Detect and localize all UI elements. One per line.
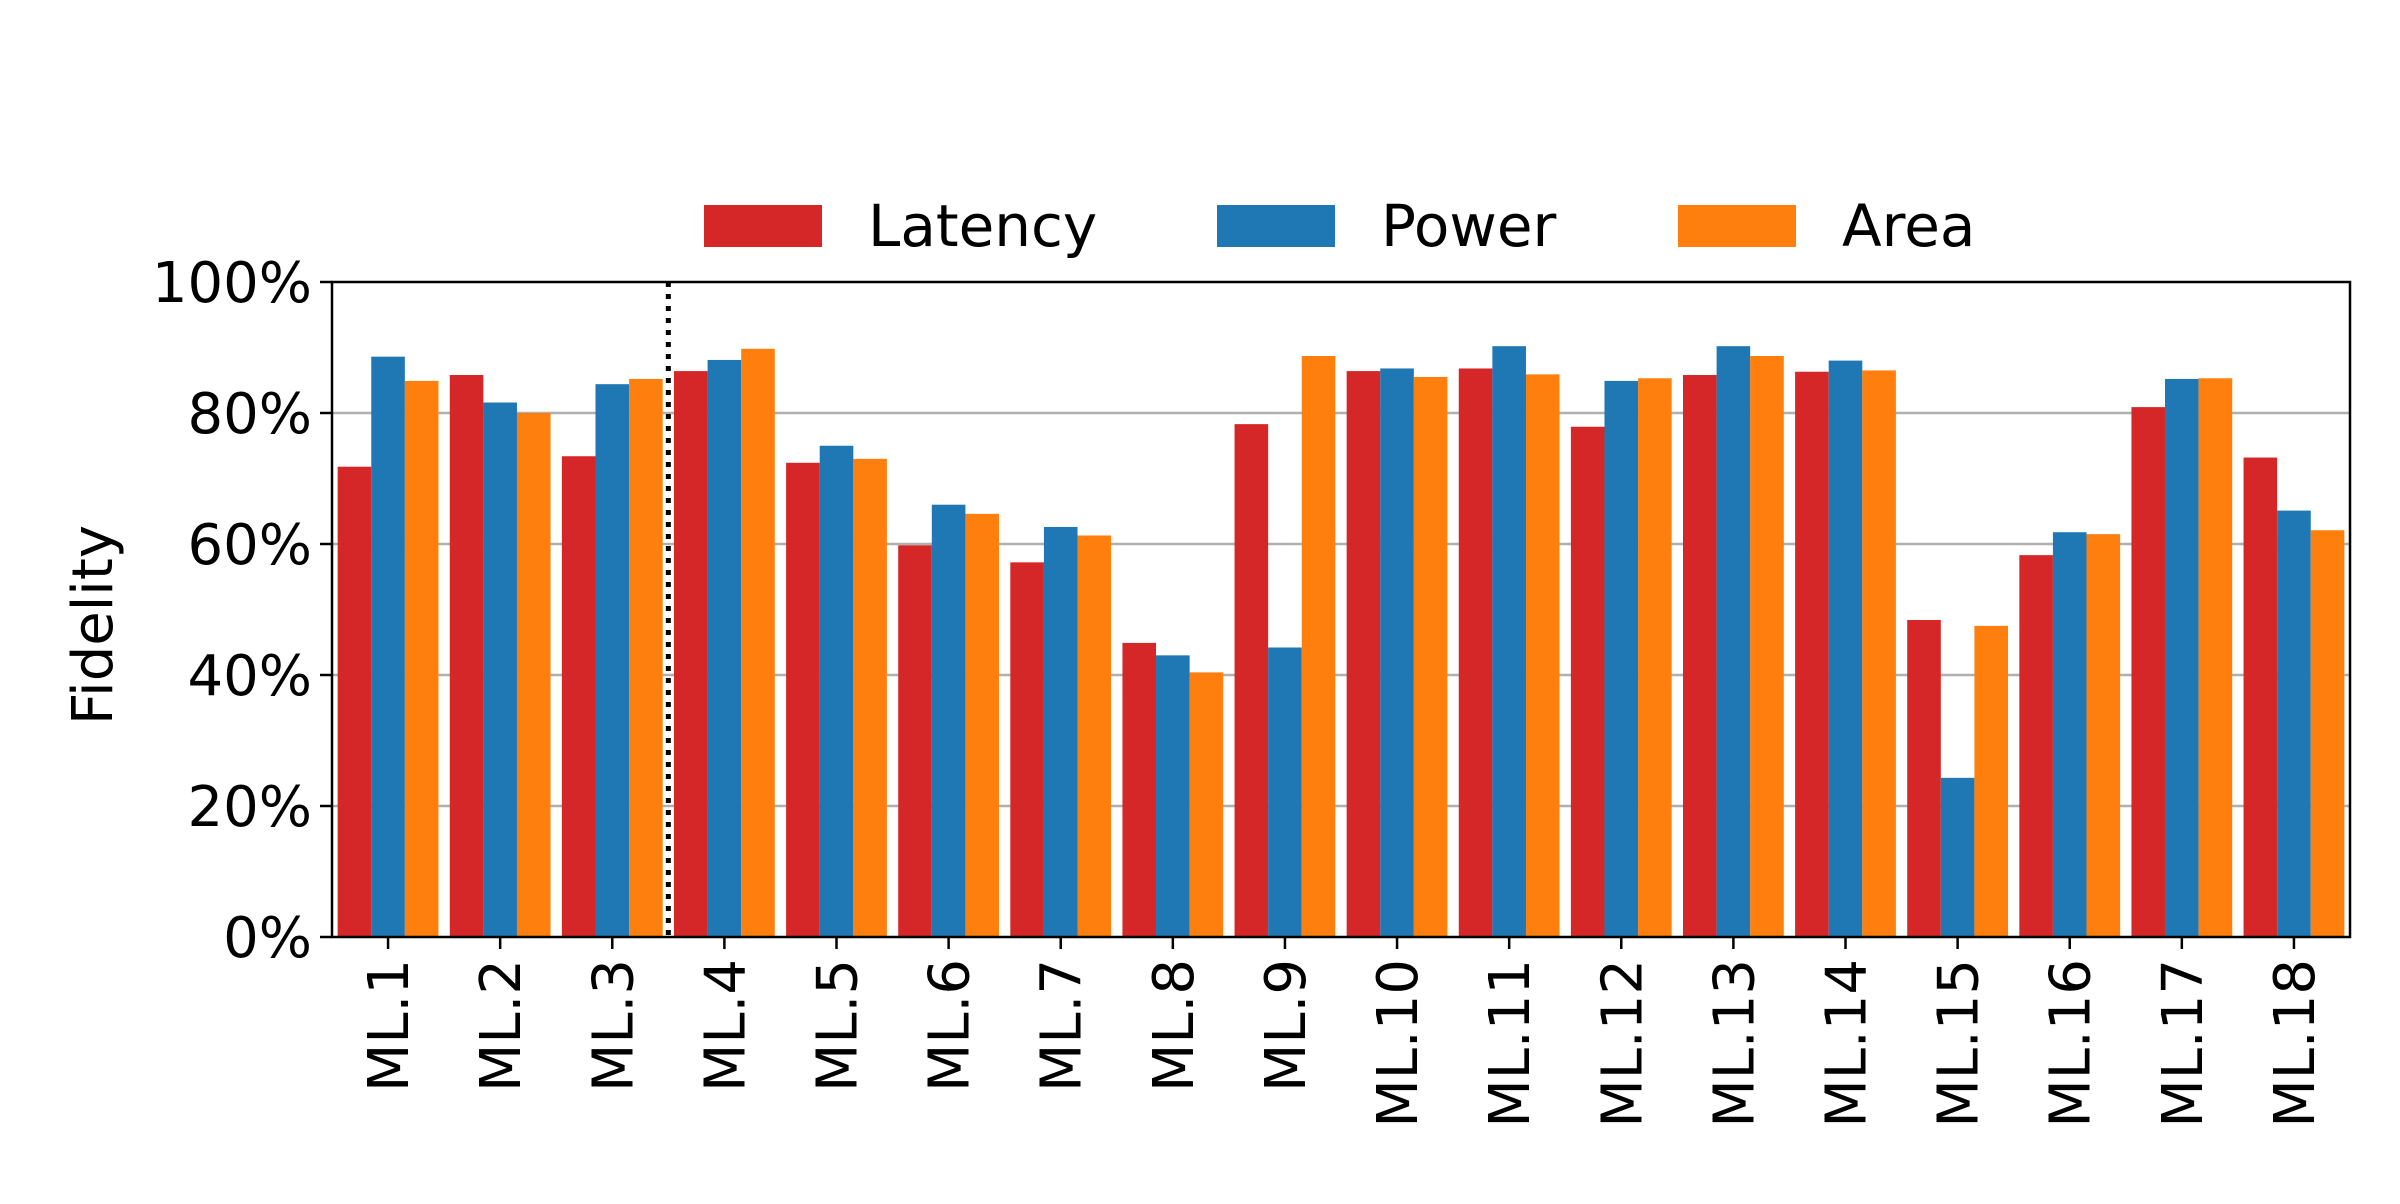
bar-latency-ml-1 — [337, 466, 372, 937]
legend-swatch-power — [1217, 205, 1335, 247]
bar-latency-ml-13 — [1682, 375, 1717, 937]
bar-area-ml-12 — [1638, 378, 1672, 937]
legend-swatch-area — [1678, 205, 1796, 247]
y-tick-label: 60% — [188, 513, 312, 578]
x-tick-label: ML.10 — [1366, 959, 1431, 1128]
bar-latency-ml-11 — [1458, 368, 1493, 938]
y-tick-labels: 0% 20% 40% 60% 80% 100% — [152, 251, 312, 971]
bar-power-ml-9 — [1268, 647, 1302, 937]
bar-area-ml-13 — [1750, 356, 1784, 937]
x-tick-label: ML.13 — [1702, 959, 1767, 1128]
bar-area-ml-14 — [1862, 370, 1896, 937]
x-tick-label: ML.8 — [1142, 959, 1207, 1092]
bar-latency-ml-18 — [2243, 457, 2278, 937]
bar-latency-ml-4 — [673, 371, 708, 938]
y-axis-title: Fidelity — [61, 525, 126, 725]
legend-label-latency: Latency — [868, 192, 1097, 260]
bar-area-ml-18 — [2310, 530, 2345, 937]
x-tick-label: ML.16 — [2039, 959, 2104, 1128]
x-tick-label: ML.2 — [469, 959, 534, 1092]
legend-swatch-latency — [704, 205, 822, 247]
bar-power-ml-8 — [1156, 655, 1190, 937]
legend-label-area: Area — [1842, 192, 1975, 260]
x-tick-label: ML.5 — [806, 959, 871, 1092]
bar-latency-ml-3 — [561, 456, 596, 937]
x-tick-label: ML.7 — [1030, 959, 1095, 1092]
bar-power-ml-2 — [483, 402, 517, 937]
x-tick-label: ML.18 — [2263, 959, 2328, 1128]
bar-area-ml-1 — [404, 380, 439, 937]
y-tick-label: 20% — [188, 775, 312, 840]
x-tick-label: ML.17 — [2151, 959, 2216, 1128]
bar-power-ml-18 — [2277, 510, 2311, 937]
bar-power-ml-16 — [2052, 532, 2087, 937]
x-tick-label: ML.6 — [918, 959, 983, 1092]
bar-latency-ml-12 — [1570, 426, 1605, 937]
bar-power-ml-14 — [1828, 360, 1863, 938]
bar-area-ml-10 — [1413, 376, 1448, 938]
bar-area-ml-15 — [1974, 625, 2009, 937]
x-tick-label: ML.12 — [1590, 959, 1655, 1128]
y-tick-label: 80% — [188, 382, 312, 447]
bar-power-ml-12 — [1604, 380, 1639, 937]
bar-power-ml-13 — [1716, 346, 1751, 937]
bar-latency-ml-6 — [898, 545, 932, 937]
bar-latency-ml-10 — [1346, 371, 1381, 938]
bar-power-ml-11 — [1492, 346, 1526, 937]
bar-area-ml-11 — [1525, 374, 1560, 938]
plot-frame — [330, 280, 2352, 939]
gridlines — [332, 411, 2350, 808]
legend-label-power: Power — [1381, 192, 1557, 260]
bar-latency-ml-15 — [1907, 619, 1941, 937]
x-tick-label: ML.14 — [1815, 959, 1880, 1128]
bar-latency-ml-8 — [1122, 642, 1157, 937]
bar-power-ml-7 — [1043, 526, 1078, 937]
bar-power-ml-15 — [1940, 777, 1975, 937]
bar-area-ml-5 — [853, 458, 887, 937]
bar-area-ml-7 — [1077, 535, 1112, 937]
bar-power-ml-5 — [819, 445, 854, 937]
bar-power-ml-1 — [371, 356, 405, 937]
bar-power-ml-6 — [931, 504, 966, 937]
bar-latency-ml-5 — [786, 462, 820, 937]
x-tick-label: ML.4 — [693, 959, 758, 1092]
bar-area-ml-8 — [1189, 672, 1224, 937]
bar-latency-ml-7 — [1010, 562, 1044, 937]
bar-area-ml-16 — [2086, 534, 2121, 937]
x-tick-label: ML.11 — [1478, 959, 1543, 1128]
x-tick-label: ML.3 — [581, 959, 646, 1092]
bar-area-ml-17 — [2198, 378, 2233, 937]
x-tick-label: ML.9 — [1254, 959, 1319, 1092]
bar-latency-ml-9 — [1234, 424, 1269, 937]
bar-area-ml-6 — [965, 513, 1000, 937]
bars — [337, 346, 2345, 938]
bar-power-ml-3 — [595, 384, 630, 937]
axes — [320, 280, 2352, 949]
bar-latency-ml-2 — [449, 375, 484, 937]
bar-power-ml-4 — [707, 359, 742, 937]
y-tick-label: 100% — [152, 251, 312, 316]
bar-latency-ml-17 — [2131, 407, 2166, 938]
y-tick-label: 0% — [223, 906, 312, 971]
bar-power-ml-10 — [1380, 368, 1414, 938]
x-tick-label: ML.15 — [1927, 959, 1992, 1128]
bar-latency-ml-14 — [1795, 371, 1829, 937]
bar-area-ml-3 — [629, 378, 663, 937]
x-tick-labels: ML.1 ML.2 ML.3 ML.4 ML.5 ML.6 ML.7 ML.8 ML.9 ML.1… — [357, 959, 2328, 1128]
bar-area-ml-2 — [516, 413, 551, 937]
bar-power-ml-17 — [2165, 378, 2199, 937]
x-tick-label: ML.1 — [357, 959, 422, 1092]
bar-latency-ml-16 — [2019, 555, 2053, 937]
legend: Latency Power Area — [704, 192, 1975, 260]
bar-area-ml-9 — [1301, 356, 1336, 937]
bar-area-ml-4 — [741, 348, 775, 937]
y-tick-label: 40% — [188, 644, 312, 709]
